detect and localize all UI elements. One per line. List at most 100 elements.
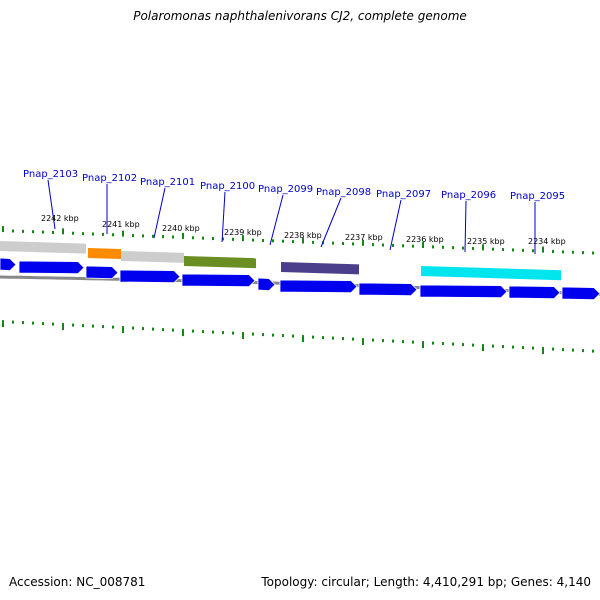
tick-bottom: [362, 338, 364, 346]
feature-band: [281, 262, 359, 275]
tick-top: [12, 229, 14, 233]
kbp-label: 2238 kbp: [284, 231, 322, 240]
tick-top: [312, 240, 314, 244]
kbp-label: 2235 kbp: [467, 237, 505, 246]
tick-bottom: [122, 326, 124, 334]
tick-top: [392, 243, 394, 247]
tick-top: [292, 240, 294, 244]
tick-top: [52, 230, 54, 234]
tick-top: [582, 251, 584, 255]
gene-arrow: [85, 265, 119, 280]
tick-bottom: [532, 346, 534, 350]
tick-bottom: [512, 345, 514, 349]
gene-label: Pnap_2100: [200, 181, 255, 192]
gene-label: Pnap_2097: [376, 189, 431, 200]
tick-top: [192, 236, 194, 240]
tick-bottom: [312, 335, 314, 339]
tick-top: [202, 236, 204, 240]
tick-bottom: [212, 330, 214, 334]
tick-bottom: [152, 327, 154, 331]
tick-top: [422, 242, 424, 249]
tick-bottom: [552, 347, 554, 351]
tick-bottom: [442, 342, 444, 346]
tick-bottom: [492, 344, 494, 348]
tick-bottom: [382, 339, 384, 343]
tick-bottom: [112, 325, 114, 329]
tick-top: [152, 234, 154, 238]
tick-bottom: [192, 329, 194, 333]
tick-top: [542, 246, 544, 253]
tick-top: [562, 250, 564, 254]
tick-bottom: [462, 343, 464, 347]
tick-top: [472, 246, 474, 250]
tick-bottom: [372, 338, 374, 342]
tick-top: [342, 241, 344, 245]
tick-bottom: [222, 331, 224, 335]
leader-line: [464, 200, 467, 253]
tick-bottom: [272, 333, 274, 337]
tick-top: [552, 249, 554, 253]
tick-bottom: [412, 340, 414, 344]
tick-bottom: [322, 336, 324, 340]
tick-top: [162, 235, 164, 239]
tick-bottom: [392, 339, 394, 343]
tick-bottom: [302, 335, 304, 343]
feature-band: [88, 248, 121, 259]
gene-arrow: [279, 279, 358, 294]
tick-top: [182, 232, 184, 239]
tick-top: [72, 231, 74, 235]
tick-top: [482, 244, 484, 251]
leader-line: [389, 199, 402, 251]
tick-top: [62, 228, 64, 235]
tick-bottom: [42, 322, 44, 326]
gene-arrow: [18, 260, 85, 275]
tick-bottom: [252, 332, 254, 336]
gene-label: Pnap_2099: [258, 184, 313, 195]
leader-line: [320, 197, 342, 248]
tick-bottom: [62, 323, 64, 331]
tick-top: [492, 247, 494, 251]
gene-arrow: [0, 257, 17, 272]
tick-top: [272, 239, 274, 243]
tick-bottom: [542, 347, 544, 355]
gene-label: Pnap_2102: [82, 173, 137, 184]
tick-bottom: [22, 321, 24, 325]
tick-bottom: [92, 324, 94, 328]
tick-top: [222, 237, 224, 241]
tick-top: [532, 249, 534, 253]
tick-top: [232, 237, 234, 241]
tick-bottom: [422, 341, 424, 349]
tick-bottom: [342, 337, 344, 341]
tick-bottom: [182, 329, 184, 337]
tick-top: [512, 248, 514, 252]
kbp-label: 2239 kbp: [224, 228, 262, 237]
tick-bottom: [232, 331, 234, 335]
tick-bottom: [262, 333, 264, 337]
tick-bottom: [292, 334, 294, 338]
tick-top: [252, 238, 254, 242]
leader-line: [221, 191, 226, 243]
tick-top: [212, 237, 214, 241]
kbp-label: 2241 kbp: [102, 220, 140, 229]
tick-top: [262, 238, 264, 242]
tick-bottom: [582, 349, 584, 353]
kbp-label: 2234 kbp: [528, 237, 566, 246]
gene-label: Pnap_2098: [316, 187, 371, 198]
tick-top: [592, 251, 594, 255]
accession-text: Accession: NC_008781: [9, 575, 146, 589]
tick-bottom: [132, 326, 134, 330]
tick-top: [362, 239, 364, 246]
tick-top: [172, 235, 174, 239]
tick-top: [122, 230, 124, 237]
tick-top: [242, 235, 244, 242]
gene-arrow: [508, 285, 561, 300]
feature-band: [0, 241, 86, 254]
tick-top: [502, 248, 504, 252]
gene-arrow: [358, 282, 418, 297]
tick-bottom: [432, 341, 434, 345]
tick-bottom: [142, 327, 144, 331]
tick-bottom: [12, 320, 14, 324]
tick-top: [2, 226, 4, 233]
tick-bottom: [402, 340, 404, 344]
